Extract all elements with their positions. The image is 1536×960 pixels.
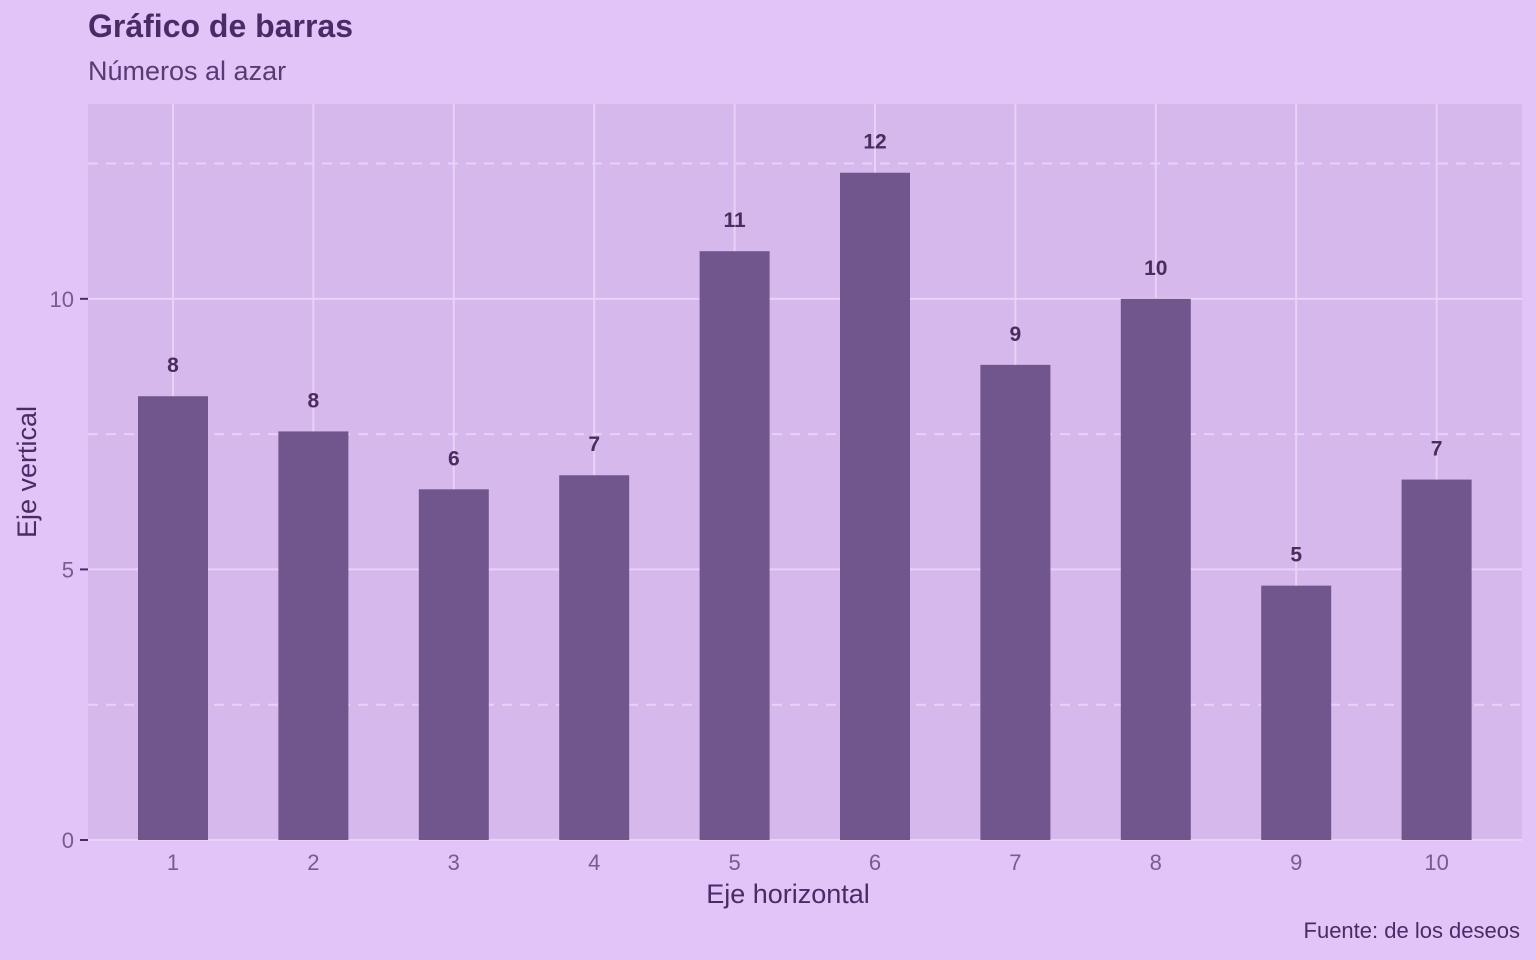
bar-2 [278, 431, 349, 840]
x-tick-label: 1 [167, 850, 179, 875]
chart-caption: Fuente: de los deseos [1303, 918, 1520, 943]
data-label-10: 7 [1431, 438, 1443, 461]
bar-4 [559, 475, 630, 840]
bar-8 [1120, 298, 1191, 841]
data-label-8: 10 [1144, 257, 1167, 280]
y-tick-label: 5 [62, 557, 74, 582]
data-label-3: 6 [448, 447, 460, 470]
bar-6 [840, 172, 910, 840]
data-label-7: 9 [1010, 323, 1022, 346]
x-tick-label: 9 [1290, 850, 1302, 875]
chart-subtitle: Números al azar [88, 56, 287, 86]
data-label-6: 12 [863, 131, 886, 154]
bars [138, 172, 1472, 841]
data-label-1: 8 [167, 354, 179, 377]
y-tick-label: 0 [62, 828, 74, 853]
axes: 0 5 10 1 2 3 4 5 6 7 8 9 10 [50, 287, 1449, 875]
x-tick-label: 5 [728, 850, 740, 875]
bar-9 [1261, 585, 1332, 840]
y-axis-title: Eje vertical [12, 406, 42, 538]
data-label-5: 11 [723, 209, 746, 232]
x-tick-label: 2 [307, 850, 319, 875]
data-label-9: 5 [1290, 544, 1302, 567]
bar-1 [138, 396, 208, 840]
x-axis-title: Eje horizontal [706, 879, 870, 909]
x-tick-label: 7 [1009, 850, 1021, 875]
y-tick-label: 10 [50, 287, 74, 312]
data-labels: 8 8 6 7 11 12 9 10 5 7 [167, 131, 1442, 567]
x-tick-label: 8 [1150, 850, 1162, 875]
bar-3 [418, 489, 489, 840]
bar-10 [1401, 479, 1472, 840]
data-label-4: 7 [588, 433, 600, 456]
bar-7 [980, 364, 1051, 840]
x-tick-label: 6 [869, 850, 881, 875]
x-tick-label: 10 [1424, 850, 1448, 875]
x-tick-label: 4 [588, 850, 600, 875]
x-tick-label: 3 [448, 850, 460, 875]
data-label-2: 8 [308, 389, 320, 412]
bar-5 [699, 251, 770, 840]
chart-title: Gráfico de barras [88, 8, 353, 44]
